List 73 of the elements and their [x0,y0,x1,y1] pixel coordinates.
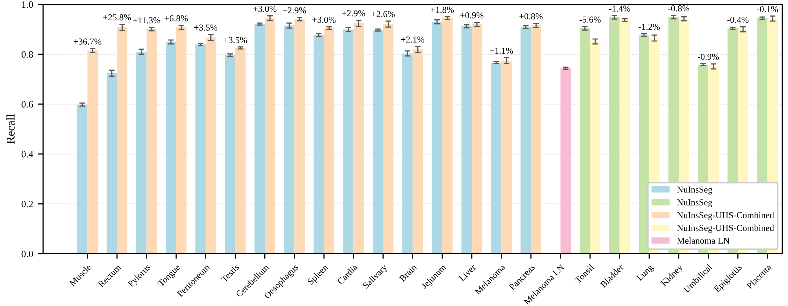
annotation: +1.8% [430,7,454,14]
annotation: -0.4% [728,17,749,24]
annotation: -1.4% [609,6,630,12]
bar [620,20,630,254]
annotation: +2.6% [372,11,395,18]
bar [206,38,216,254]
bar [531,26,542,254]
bar [373,30,384,254]
bar [472,24,482,254]
bar [254,24,266,254]
legend-label: Melanoma LN [677,238,730,244]
legend-label: NuInsSeg-UHS-Combined [677,224,774,234]
y-tick-label: 0.4 [22,151,34,158]
y-tick-label: 0.8 [22,51,34,58]
annotation: +0.9% [460,12,484,19]
bar [136,52,147,254]
y-tick-label: 0.6 [22,101,34,108]
bar [176,28,187,254]
bar [166,42,176,254]
y-tick-label: 0.0 [22,250,34,258]
bar [502,60,512,254]
annotation: +11.3% [133,18,161,24]
y-tick-label: 1.0 [22,2,34,8]
annotation: +2.9% [283,8,306,14]
bar [442,18,453,254]
annotation: +25.8% [104,14,132,21]
annotation: -0.9% [698,54,720,60]
bar [354,24,364,254]
bar [580,28,590,254]
bar [284,26,295,254]
bar [294,19,305,254]
annotation: -0.8% [668,6,690,12]
y-tick-label: 0.2 [22,201,34,208]
bar [560,68,572,254]
bar [117,28,128,254]
annotation: +1.1% [490,48,514,54]
annotation: -5.6% [580,16,601,23]
annotation: +3.0% [254,6,277,12]
bar [432,22,442,254]
bar [462,26,472,254]
bar [196,44,206,254]
legend-label: NuInsSeg-UHS-Combined [677,212,774,220]
bar [590,42,601,254]
bar [225,55,236,254]
bar [236,48,246,254]
bar [106,73,118,254]
annotation: +6.8% [164,16,188,22]
annotation: +3.5% [194,24,218,31]
annotation: +2.9% [342,10,366,17]
annotation: -1.2% [638,24,660,30]
annotation: +2.1% [401,36,425,43]
legend-label: NuInsSeg [677,200,712,208]
bar [324,28,335,254]
bar [412,50,424,254]
bar [383,24,394,254]
annotation: +3.0% [312,17,336,24]
bar [520,27,532,254]
bar [88,50,98,254]
annotation: +3.5% [224,37,248,44]
annotation: +36.7% [74,38,102,45]
bar [402,54,413,254]
annotation: -0.1% [757,6,778,12]
bar [343,30,354,254]
bar [314,35,324,254]
annotation: +0.8% [520,14,543,20]
bar [610,18,620,254]
bar [491,62,502,254]
y-axis-title: Recall [6,114,15,144]
bar [639,35,650,254]
legend-label: NuInsSeg [677,186,712,195]
bar [77,104,88,254]
bar [265,18,276,254]
bar [146,29,158,254]
